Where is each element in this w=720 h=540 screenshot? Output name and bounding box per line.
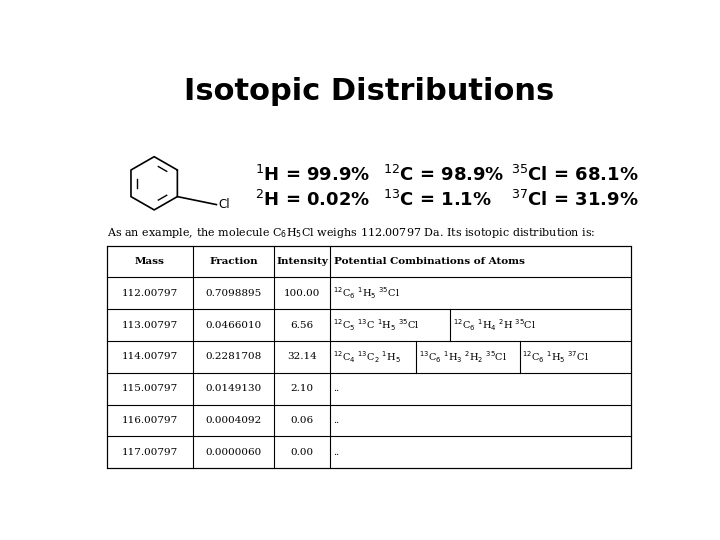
Text: $^{1}$H = 99.9%: $^{1}$H = 99.9% <box>255 165 370 185</box>
Text: $^{13}$C$_6$ $^{1}$H$_3$ $^{2}$H$_2$ $^{35}$Cl: $^{13}$C$_6$ $^{1}$H$_3$ $^{2}$H$_2$ $^{… <box>419 349 507 365</box>
Text: $^{12}$C$_6$ $^{1}$H$_4$ $^{2}$H $^{35}$Cl: $^{12}$C$_6$ $^{1}$H$_4$ $^{2}$H $^{35}$… <box>453 318 536 333</box>
Text: $^{12}$C$_6$ $^{1}$H$_5$ $^{35}$Cl: $^{12}$C$_6$ $^{1}$H$_5$ $^{35}$Cl <box>333 286 400 301</box>
Bar <box>107 246 631 468</box>
Text: 0.0000060: 0.0000060 <box>206 448 262 457</box>
Text: $^{12}$C$_5$ $^{13}$C $^{1}$H$_5$ $^{35}$Cl: $^{12}$C$_5$ $^{13}$C $^{1}$H$_5$ $^{35}… <box>333 318 419 333</box>
Text: As an example, the molecule C$_6$H$_5$Cl weighs 112.00797 Da. Its isotopic distr: As an example, the molecule C$_6$H$_5$Cl… <box>107 226 595 240</box>
Text: 0.0149130: 0.0149130 <box>206 384 262 393</box>
Text: Isotopic Distributions: Isotopic Distributions <box>184 77 554 106</box>
Text: 0.2281708: 0.2281708 <box>206 353 262 361</box>
Text: ..: .. <box>333 448 339 457</box>
Text: 0.00: 0.00 <box>290 448 314 457</box>
Text: 113.00797: 113.00797 <box>122 321 178 329</box>
Text: 0.0466010: 0.0466010 <box>206 321 262 329</box>
Text: 115.00797: 115.00797 <box>122 384 178 393</box>
Text: 6.56: 6.56 <box>290 321 314 329</box>
Text: $^{13}$C = 1.1%: $^{13}$C = 1.1% <box>383 190 492 210</box>
Text: Intensity: Intensity <box>276 257 328 266</box>
Text: $^{12}$C$_6$ $^{1}$H$_5$ $^{37}$Cl: $^{12}$C$_6$ $^{1}$H$_5$ $^{37}$Cl <box>523 349 590 365</box>
Text: 32.14: 32.14 <box>287 353 317 361</box>
Text: 100.00: 100.00 <box>284 289 320 298</box>
Text: Cl: Cl <box>219 198 230 211</box>
Text: 116.00797: 116.00797 <box>122 416 178 425</box>
Text: $^{2}$H = 0.02%: $^{2}$H = 0.02% <box>255 190 370 210</box>
Text: 0.0004092: 0.0004092 <box>206 416 262 425</box>
Text: $^{12}$C$_4$ $^{13}$C$_2$ $^{1}$H$_5$: $^{12}$C$_4$ $^{13}$C$_2$ $^{1}$H$_5$ <box>333 349 400 365</box>
Text: ..: .. <box>333 384 339 393</box>
Text: 114.00797: 114.00797 <box>122 353 178 361</box>
Text: 117.00797: 117.00797 <box>122 448 178 457</box>
Text: $^{12}$C = 98.9%: $^{12}$C = 98.9% <box>383 165 505 185</box>
Text: Fraction: Fraction <box>210 257 258 266</box>
Text: ..: .. <box>333 416 339 425</box>
Text: Potential Combinations of Atoms: Potential Combinations of Atoms <box>334 257 526 266</box>
Text: $^{37}$Cl = 31.9%: $^{37}$Cl = 31.9% <box>511 190 639 210</box>
Text: 0.7098895: 0.7098895 <box>206 289 262 298</box>
Text: 112.00797: 112.00797 <box>122 289 178 298</box>
Text: 0.06: 0.06 <box>290 416 314 425</box>
Text: 2.10: 2.10 <box>290 384 314 393</box>
Text: Mass: Mass <box>135 257 165 266</box>
Text: $^{35}$Cl = 68.1%: $^{35}$Cl = 68.1% <box>511 165 639 185</box>
